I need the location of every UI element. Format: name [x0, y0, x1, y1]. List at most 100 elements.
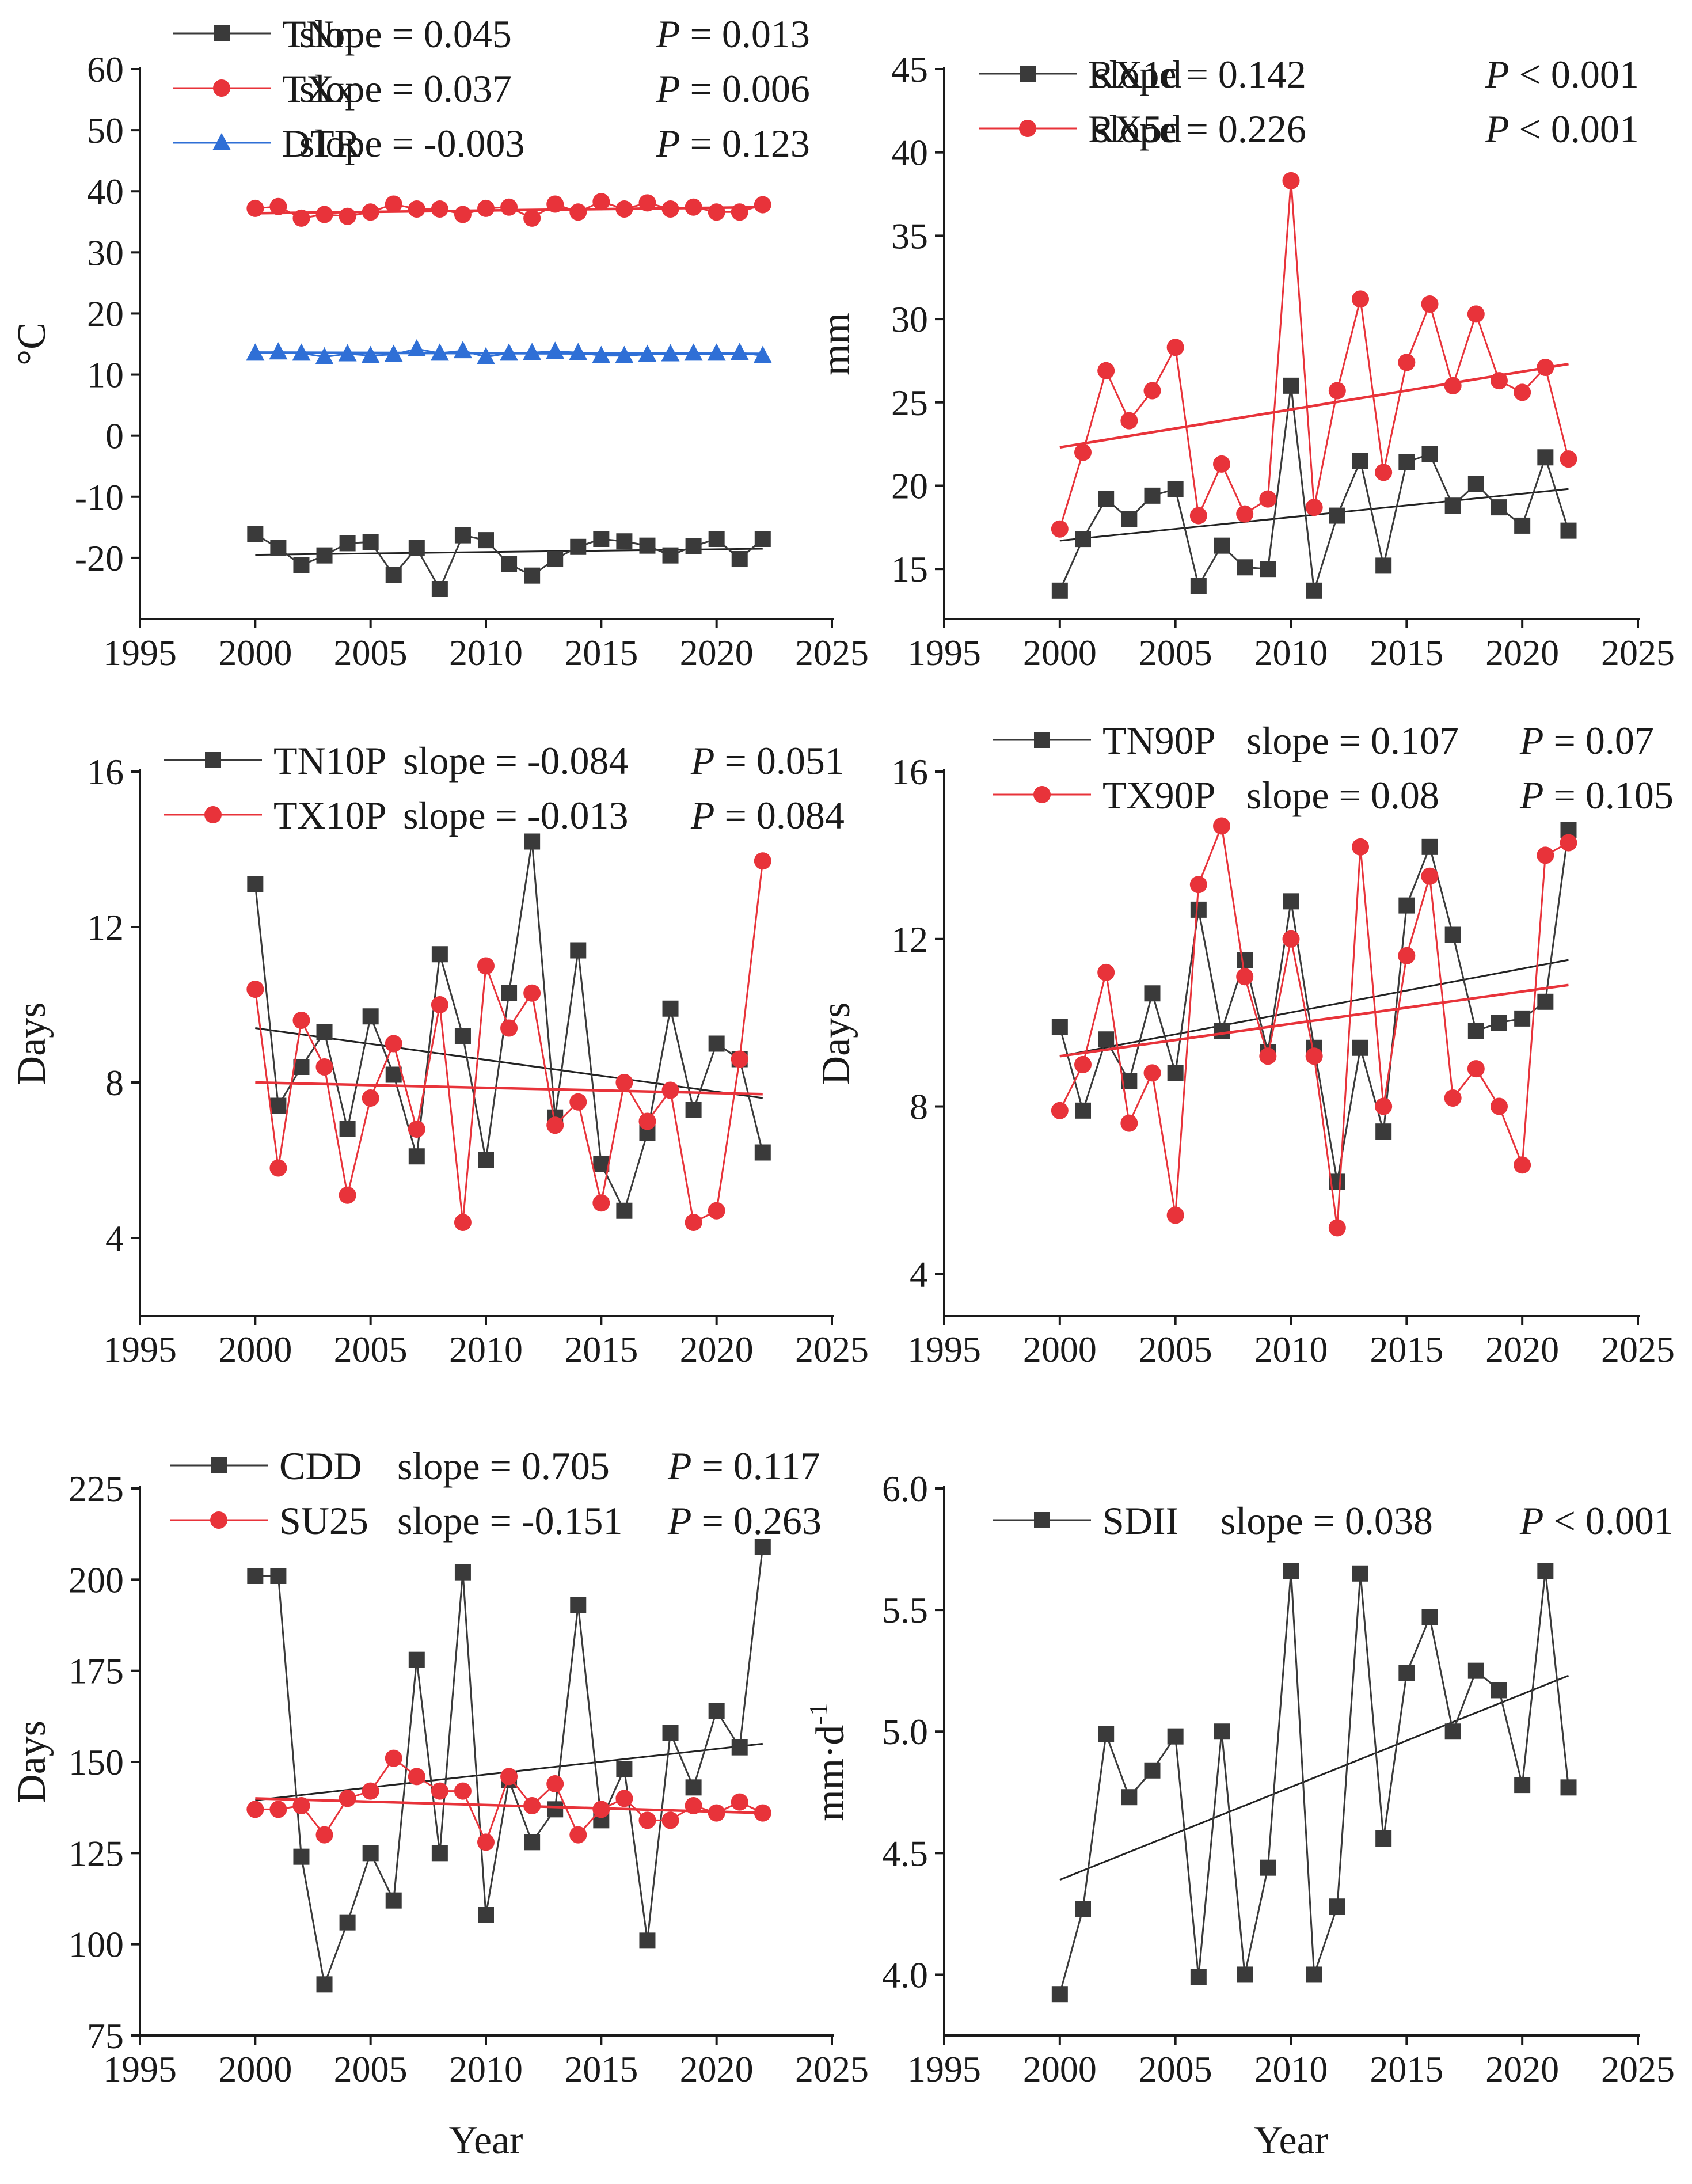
legend-p-value: P = 0.123 [656, 121, 810, 165]
data-point [708, 1035, 725, 1052]
y-tick-label: 40 [87, 171, 124, 212]
x-tick-label: 2010 [449, 1329, 523, 1370]
legend-slope: slope = -0.013 [403, 793, 629, 837]
data-point [1237, 952, 1253, 968]
data-point [754, 852, 771, 870]
data-point [1120, 412, 1138, 430]
data-point [661, 1811, 679, 1829]
data-point [1143, 1064, 1161, 1082]
x-tick-label: 2025 [1601, 1329, 1675, 1370]
data-point [431, 1845, 448, 1862]
data-point [1328, 1219, 1346, 1237]
data-point [1166, 1206, 1184, 1224]
y-tick-label: 12 [87, 907, 124, 948]
data-point [1398, 354, 1416, 371]
chart-panel-a: 1995 2000 2005 2010 2015 2020 2025 -20 -10 0 10 20 3… [10, 12, 869, 673]
data-point [1121, 511, 1138, 527]
data-point [1051, 1019, 1068, 1035]
legend-slope: slope = -0.151 [397, 1499, 623, 1543]
y-tick-label: 4.0 [882, 1954, 928, 1995]
data-point [1189, 876, 1207, 894]
x-tick-label: 2015 [1370, 2049, 1443, 2090]
data-point [616, 533, 633, 550]
y-tick-label: 125 [69, 1833, 124, 1874]
data-point [708, 1202, 725, 1220]
legend-slope: slope = -0.084 [403, 739, 629, 783]
data-point [1282, 172, 1300, 189]
series-RX1d [1051, 377, 1577, 599]
data-point [339, 1914, 356, 1931]
series-TX10P [246, 852, 771, 1231]
data-point [1352, 453, 1368, 469]
x-tick-label: 1995 [907, 2049, 981, 2090]
data-point [385, 1892, 402, 1909]
data-point [385, 567, 402, 583]
x-axis-title: Year [449, 2118, 523, 2163]
x-tick-label: 2015 [1370, 1329, 1443, 1370]
data-point [731, 1739, 748, 1756]
x-tick-label: 2015 [564, 2049, 638, 2090]
data-point [638, 194, 656, 212]
data-point [269, 342, 288, 360]
data-point [754, 1804, 771, 1822]
legend-p-value: P = 0.263 [667, 1499, 822, 1543]
data-point [1051, 1986, 1068, 2003]
data-point [1537, 359, 1554, 377]
x-tick-label: 2005 [334, 2049, 408, 2090]
data-point [1375, 1123, 1392, 1140]
data-point [708, 1804, 725, 1822]
legend-entry: CDD slope = 0.705 P = 0.117 [170, 1444, 820, 1488]
data-point [315, 1826, 333, 1844]
data-point [1283, 1563, 1299, 1579]
data-point [753, 345, 772, 363]
y-tick-label: 175 [69, 1651, 124, 1692]
data-point [524, 833, 541, 850]
data-point [1352, 290, 1369, 308]
data-point [1491, 1015, 1507, 1031]
legend-slope: slope = 0.045 [299, 12, 512, 56]
legend-series-name: DTR [282, 121, 361, 165]
data-point [708, 203, 725, 221]
data-point [638, 1811, 656, 1829]
data-point [1144, 985, 1161, 1002]
data-point [754, 530, 771, 547]
data-point [592, 1194, 610, 1212]
x-tick-label: 1995 [103, 2049, 177, 2090]
data-point [1444, 926, 1461, 943]
data-point [247, 526, 264, 542]
data-point [339, 535, 356, 552]
x-axis-title: Year [1254, 2118, 1328, 2163]
data-point [407, 339, 426, 356]
data-point [316, 1024, 333, 1040]
data-point [1167, 1728, 1184, 1745]
data-point [523, 209, 541, 227]
data-point [430, 343, 449, 361]
y-tick-label: 30 [891, 299, 928, 340]
data-point [593, 530, 610, 547]
data-point [247, 1568, 264, 1584]
data-point [546, 195, 564, 213]
data-point [477, 1833, 495, 1851]
data-point [1375, 1830, 1392, 1847]
legend-p-value: P < 0.001 [1485, 52, 1639, 96]
legend-marker [1020, 66, 1036, 82]
y-tick-label: 40 [891, 132, 928, 173]
data-point [1213, 455, 1230, 473]
data-point [754, 1539, 771, 1555]
data-point [431, 946, 448, 963]
data-point [1190, 578, 1207, 594]
data-point [1491, 372, 1508, 390]
data-point [1236, 505, 1254, 523]
legend-series-name: RX1d [1088, 52, 1181, 96]
data-point [453, 341, 472, 359]
data-point [707, 343, 726, 361]
x-tick-label: 2000 [218, 2049, 292, 2090]
y-tick-label: 35 [891, 215, 928, 256]
data-point [1375, 464, 1393, 481]
data-point [293, 1848, 310, 1865]
x-tick-label: 2015 [1370, 632, 1443, 673]
x-tick-label: 1995 [907, 632, 981, 673]
y-tick-label: 0 [105, 416, 124, 457]
x-tick-label: 1995 [103, 1329, 177, 1370]
